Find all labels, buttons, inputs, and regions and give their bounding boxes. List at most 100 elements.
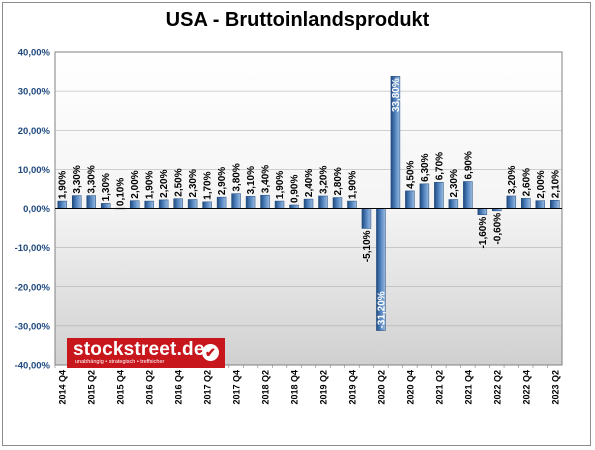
- bar: [347, 200, 357, 209]
- data-label: 2,90%: [217, 167, 228, 195]
- data-label: -0,60%: [492, 213, 503, 245]
- y-tick-label: 0,00%: [23, 204, 50, 215]
- bar: [463, 181, 473, 209]
- data-label: 2,60%: [521, 168, 532, 196]
- x-tick-label: 2021 Q4: [463, 370, 473, 405]
- bar: [57, 200, 67, 209]
- data-label: -31,20%: [376, 291, 387, 328]
- bar: [419, 183, 430, 209]
- bar: [100, 203, 111, 209]
- x-tick-label: 2020 Q2: [376, 370, 386, 405]
- data-labels: 1,90% 3,30% 3,30% 1,30% 0,10% 2,00% 1,90% 2,20%…: [58, 78, 562, 328]
- data-label: 6,90%: [463, 151, 474, 179]
- y-tick-label: 40,00%: [18, 48, 51, 59]
- x-tick-label: 2018 Q4: [290, 370, 300, 405]
- x-tick-label: 2023 Q2: [550, 370, 560, 405]
- bar: [202, 201, 212, 209]
- bar: [216, 196, 227, 209]
- data-label: 33,80%: [391, 78, 402, 112]
- data-label: -5,10%: [362, 230, 373, 262]
- bar: [405, 190, 415, 209]
- x-tick-label: 2019 Q2: [318, 370, 328, 405]
- x-tick-label: 2022 Q2: [492, 370, 502, 405]
- chart-title: USA - Bruttoinlandsprodukt: [165, 9, 430, 31]
- data-label: 0,90%: [290, 175, 301, 203]
- data-label: 0,10%: [116, 178, 127, 206]
- data-label: 2,50%: [174, 168, 185, 196]
- checkmark-icon: ✔: [202, 344, 219, 361]
- bar: [361, 208, 372, 229]
- data-label: 1,30%: [101, 173, 112, 201]
- bar: [274, 200, 285, 209]
- x-tick-label: 2020 Q4: [405, 370, 415, 405]
- x-tick-label: 2021 Q2: [434, 370, 444, 405]
- y-tick-label: 10,00%: [18, 165, 51, 176]
- data-label: 1,70%: [203, 171, 214, 199]
- data-label: 3,80%: [232, 163, 243, 191]
- data-label: 3,10%: [246, 166, 257, 194]
- data-label: 2,00%: [536, 170, 547, 198]
- logo-name: stockstreet.de: [73, 339, 205, 360]
- data-label: 2,20%: [159, 169, 170, 197]
- x-tick-label: 2018 Q2: [261, 370, 271, 405]
- x-tick-label: 2019 Q4: [347, 370, 357, 405]
- axes: 40,00% 30,00% 20,00% 10,00% 0,00% -10,00% -20,…: [15, 48, 562, 405]
- bar: [158, 199, 169, 209]
- x-tick-label: 2014 Q4: [58, 370, 68, 405]
- bar: [187, 199, 198, 209]
- bar: [86, 195, 96, 209]
- bar: [477, 208, 488, 216]
- data-label: 2,40%: [304, 169, 315, 197]
- x-tick-label: 2022 Q4: [521, 370, 531, 405]
- y-tick-label: -20,00%: [15, 282, 51, 293]
- bar: [303, 198, 314, 209]
- bar: [144, 200, 154, 209]
- x-tick-label: 2017 Q4: [232, 370, 242, 405]
- data-label: 1,90%: [347, 171, 358, 199]
- logo-tagline: unabhängig • strategisch • treffsicher: [75, 359, 165, 365]
- bar: [506, 195, 517, 209]
- data-label: 4,50%: [405, 160, 416, 188]
- bar: [71, 195, 82, 209]
- bar: [434, 182, 444, 209]
- data-label: 2,30%: [188, 169, 199, 197]
- bar: [521, 198, 531, 209]
- x-tick-label: 2015 Q2: [87, 370, 97, 405]
- data-label: 1,90%: [58, 171, 69, 199]
- bar: [332, 197, 343, 209]
- y-tick-label: -40,00%: [15, 361, 51, 372]
- data-label: 3,40%: [261, 165, 272, 193]
- data-label: 3,30%: [72, 165, 83, 193]
- chart-frame: USA - Bruttoinlandsprodukt 40,00% 30,00% 2…: [2, 2, 591, 446]
- bar: [260, 194, 270, 209]
- data-label: 2,10%: [550, 170, 561, 198]
- data-label: 2,80%: [333, 167, 344, 195]
- stockstreet-logo: stockstreet.de unabhängig • strategisch …: [67, 338, 225, 368]
- x-tick-label: 2015 Q4: [116, 370, 126, 405]
- data-label: 2,30%: [449, 169, 460, 197]
- bar: [129, 200, 140, 209]
- x-tick-label: 2017 Q2: [203, 370, 213, 405]
- data-label: 3,20%: [318, 166, 329, 194]
- bar: [448, 199, 459, 209]
- bar: [550, 200, 560, 209]
- bar: [289, 204, 299, 209]
- data-label: 6,70%: [434, 152, 445, 180]
- y-tick-label: 20,00%: [18, 126, 51, 137]
- bar: [245, 196, 256, 209]
- y-tick-label: -30,00%: [15, 321, 51, 332]
- bar-chart: 40,00% 30,00% 20,00% 10,00% 0,00% -10,00% -20,…: [15, 48, 563, 405]
- bar: [318, 195, 328, 209]
- bar: [231, 193, 241, 209]
- y-tick-label: 30,00%: [18, 87, 51, 98]
- y-tick-label: -10,00%: [15, 243, 51, 254]
- data-label: 6,30%: [420, 153, 431, 181]
- bar: [173, 198, 183, 209]
- data-label: 3,30%: [87, 165, 98, 193]
- data-label: 2,00%: [130, 170, 141, 198]
- data-label: -1,60%: [478, 217, 489, 249]
- x-tick-label: 2016 Q2: [145, 370, 155, 405]
- x-tick-label: 2016 Q4: [174, 370, 184, 405]
- data-label: 1,90%: [145, 171, 156, 199]
- data-label: 1,90%: [275, 171, 286, 199]
